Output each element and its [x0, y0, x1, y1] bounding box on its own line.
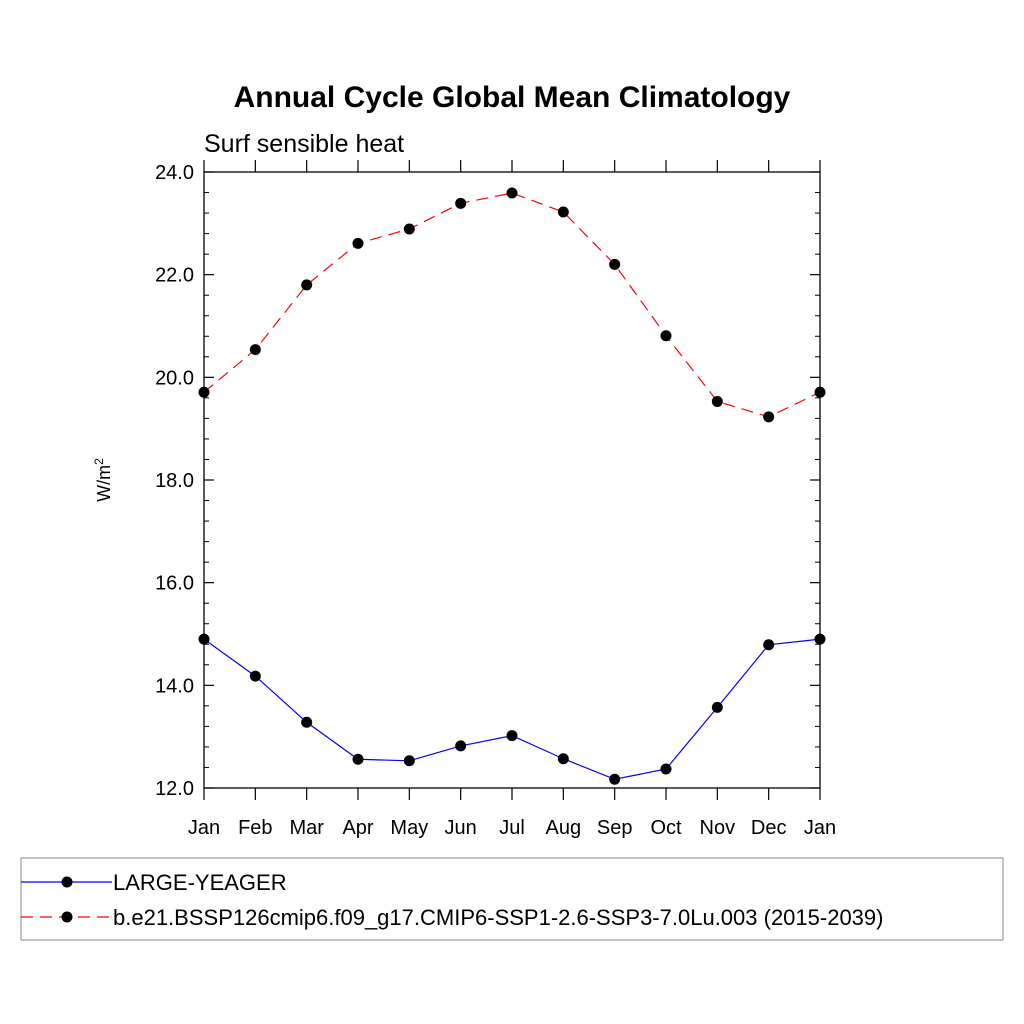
x-tick-label: Jan	[188, 817, 220, 839]
data-point	[506, 187, 518, 199]
data-point	[814, 386, 826, 398]
legend-label: b.e21.BSSP126cmip6.f09_g17.CMIP6-SSP1-2.…	[113, 905, 883, 930]
series-1	[198, 633, 826, 785]
data-point	[352, 237, 364, 249]
data-point	[711, 701, 723, 713]
data-point	[763, 639, 775, 651]
chart-title: Annual Cycle Global Mean Climatology	[234, 81, 791, 114]
x-tick-label: Jan	[804, 817, 836, 839]
y-tick-label: 22.0	[155, 265, 194, 287]
series-2	[198, 187, 826, 423]
series-layer	[198, 187, 826, 785]
y-tick-label: 12.0	[155, 778, 194, 800]
x-tick-label: Jul	[499, 817, 525, 839]
data-point	[352, 753, 364, 765]
x-tick-label: Nov	[700, 817, 736, 839]
x-tick-label: Oct	[650, 817, 682, 839]
y-tick-label: 18.0	[155, 470, 194, 492]
y-axis-label-superscript: 2	[92, 458, 106, 465]
data-point	[403, 755, 415, 767]
data-point	[660, 330, 672, 342]
legend-entry: b.e21.BSSP126cmip6.f09_g17.CMIP6-SSP1-2.…	[21, 905, 883, 930]
data-point	[711, 395, 723, 407]
data-point	[198, 386, 210, 398]
y-tick-label: 14.0	[155, 675, 194, 697]
chart-subtitle: Surf sensible heat	[204, 130, 404, 158]
x-tick-label: May	[390, 817, 428, 839]
data-point	[249, 670, 261, 682]
legend-marker	[61, 911, 73, 923]
data-point	[609, 258, 621, 270]
x-tick-label: Mar	[289, 817, 324, 839]
data-point	[763, 411, 775, 423]
legend-marker	[61, 876, 73, 888]
y-tick-label: 24.0	[155, 162, 194, 184]
y-axis-label-text: W/m	[94, 465, 114, 502]
axes: 12.0 14.0 16.0 18.0 20.0 22.0 24.0 Jan Feb Mar Apr…	[155, 160, 836, 839]
y-tick-label: 16.0	[155, 573, 194, 595]
data-point	[455, 740, 467, 752]
data-point	[609, 773, 621, 785]
x-tick-label: Sep	[597, 817, 633, 839]
y-tick-label: 20.0	[155, 367, 194, 389]
data-point	[198, 633, 210, 645]
data-point	[557, 206, 569, 218]
x-tick-label: Apr	[342, 817, 373, 839]
legend: LARGE-YEAGER b.e21.BSSP126cmip6.f09_g17.C…	[21, 870, 883, 930]
data-point	[660, 763, 672, 775]
data-point	[301, 279, 313, 291]
x-tick-label: Dec	[751, 817, 787, 839]
data-point	[557, 753, 569, 765]
series-line	[203, 192, 821, 418]
y-axis-label: W/m2	[92, 458, 114, 502]
data-point	[506, 730, 518, 742]
legend-label: LARGE-YEAGER	[113, 870, 287, 895]
data-point	[455, 197, 467, 209]
x-tick-label: Feb	[238, 817, 272, 839]
x-tick-label: Jun	[445, 817, 477, 839]
series-line	[203, 638, 821, 780]
data-point	[403, 223, 415, 235]
x-tick-label: Aug	[546, 817, 582, 839]
legend-entry: LARGE-YEAGER	[21, 870, 287, 895]
data-point	[814, 633, 826, 645]
legend-box	[20, 857, 1004, 941]
data-point	[249, 344, 261, 356]
data-point	[301, 716, 313, 728]
